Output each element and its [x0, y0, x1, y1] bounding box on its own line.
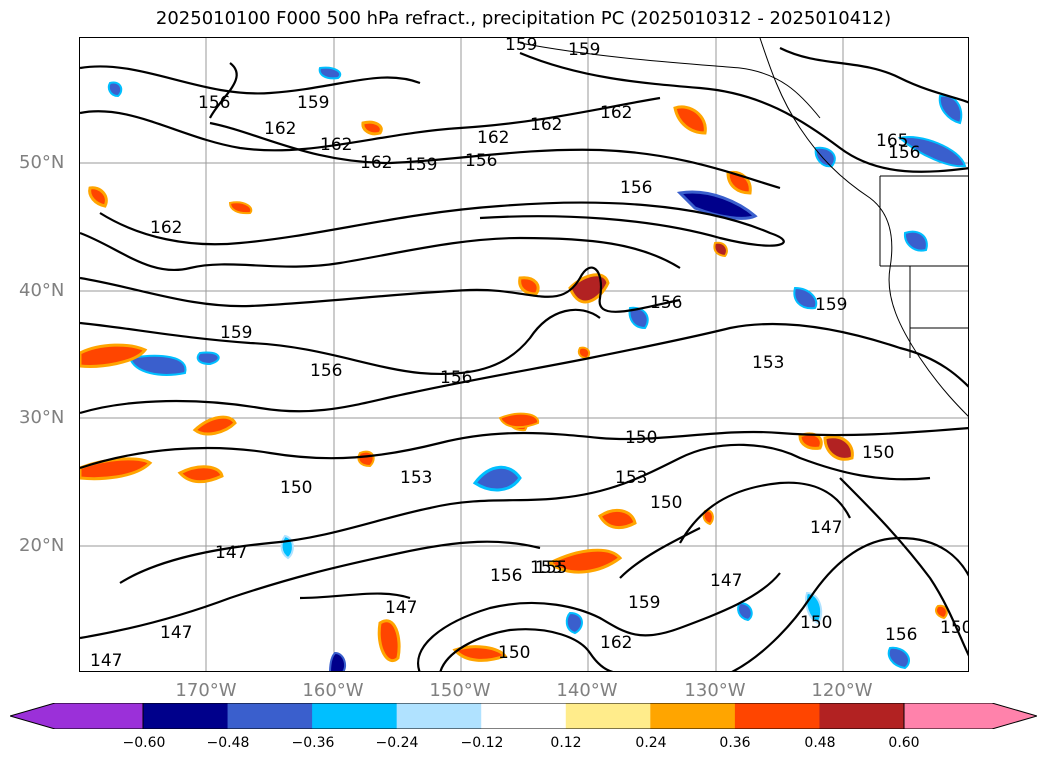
lat-label-50n: 50°N [19, 152, 65, 173]
contour-label: 156 [440, 368, 472, 388]
contour-label: 150 [498, 643, 530, 663]
contour-label: 156 [310, 361, 342, 381]
coastlines [519, 38, 968, 417]
map-canvas: 159 159 156 162 162 162 159 156 162 162 … [80, 38, 969, 671]
contour-label: 147 [160, 623, 192, 643]
contour-label: 162 [264, 119, 296, 139]
contour-label: 147 [215, 543, 247, 563]
contour-label: 162 [530, 115, 562, 135]
contour-label: 159 [505, 38, 537, 55]
colorbar-tick: 0.48 [804, 735, 836, 751]
contour-label: 162 [600, 633, 632, 653]
contour-label: 156 [198, 93, 230, 113]
colorbar-tick: −0.48 [206, 735, 250, 751]
contour-label: 155 [535, 558, 567, 578]
contour-label: 156 [650, 293, 682, 313]
colorbar-tick: 0.24 [635, 735, 667, 751]
map-panel: 159 159 156 162 162 162 159 156 162 162 … [79, 37, 969, 672]
lat-label-40n: 40°N [19, 280, 65, 301]
colorbar-tick: 0.36 [719, 735, 751, 751]
colorbar-segment [819, 703, 905, 729]
colorbar-segment [312, 703, 398, 729]
contour-label: 147 [810, 518, 842, 538]
contour-label: 147 [710, 571, 742, 591]
lon-label-150w: 150°W [429, 680, 491, 701]
contour-label: 153 [530, 558, 562, 578]
contour-label: 156 [490, 566, 522, 586]
contour-label: 150 [650, 493, 682, 513]
contour-label: 156 [888, 143, 920, 163]
refractivity-contours [80, 47, 968, 671]
contour-label: 159 [568, 40, 600, 60]
colorbar [10, 703, 1037, 729]
contour-label: 147 [90, 651, 122, 671]
colorbar-segment [227, 703, 313, 729]
colorbar-tick: −0.60 [122, 735, 166, 751]
colorbar-segment [650, 703, 736, 729]
contour-label: 162 [150, 218, 182, 238]
colorbar-segment [734, 703, 820, 729]
contour-label: 159 [405, 155, 437, 175]
colorbar-tick: 0.12 [550, 735, 582, 751]
colorbar-tick: −0.36 [291, 735, 335, 751]
lat-label-20n: 20°N [19, 535, 65, 556]
colorbar-tick: 0.60 [888, 735, 920, 751]
contour-label: 153 [615, 468, 647, 488]
colorbar-segment [396, 703, 482, 729]
contour-label: 150 [280, 478, 312, 498]
contour-label: 156 [465, 151, 497, 171]
contour-label: 159 [220, 323, 252, 343]
lon-label-120w: 120°W [811, 680, 873, 701]
lon-label-130w: 130°W [684, 680, 746, 701]
contour-label: 162 [600, 103, 632, 123]
contour-label: 165 [876, 131, 908, 151]
colorbar-tick: −0.12 [460, 735, 504, 751]
colorbar-tick: −0.24 [375, 735, 419, 751]
lon-label-170w: 170°W [175, 680, 237, 701]
precip-shading [80, 66, 967, 671]
contour-label: 162 [320, 135, 352, 155]
lon-label-140w: 140°W [556, 680, 618, 701]
colorbar-segment [481, 703, 567, 729]
contour-label: 150 [862, 443, 894, 463]
contour-label: 150 [800, 613, 832, 633]
lat-label-30n: 30°N [19, 407, 65, 428]
contour-labels: 159 159 156 162 162 162 159 156 162 162 … [90, 38, 969, 671]
contour-label: 159 [628, 593, 660, 613]
contour-label: 150 [625, 428, 657, 448]
contour-label: 162 [477, 128, 509, 148]
map-title: 2025010100 F000 500 hPa refract., precip… [155, 8, 892, 29]
contour-label: 162 [360, 153, 392, 173]
colorbar-segment [565, 703, 651, 729]
contour-label: 159 [815, 295, 847, 315]
contour-label: 153 [752, 353, 784, 373]
colorbar-segment [143, 703, 229, 729]
contour-label: 153 [400, 468, 432, 488]
contour-label: 156 [885, 625, 917, 645]
contour-label: 150 [940, 618, 969, 638]
contour-label: 147 [385, 598, 417, 618]
lon-label-160w: 160°W [302, 680, 364, 701]
contour-label: 156 [620, 178, 652, 198]
contour-label: 159 [297, 93, 329, 113]
